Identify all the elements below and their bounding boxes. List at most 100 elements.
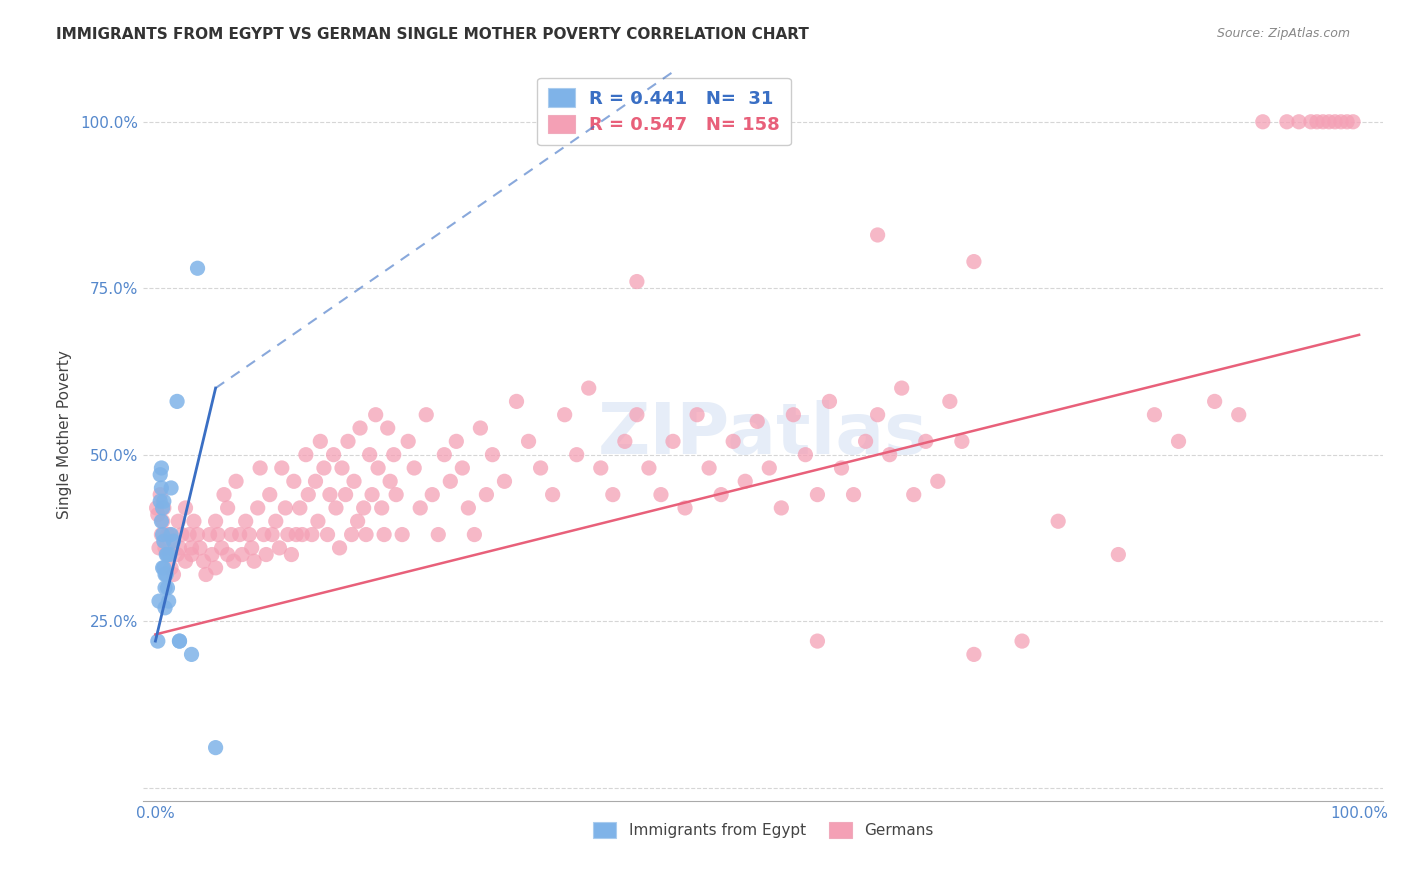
Point [174, 500, 197, 515]
Point [204, 561, 226, 575]
Point [1107, 548, 1129, 562]
Point [963, 648, 986, 662]
Point [1312, 115, 1334, 129]
Point [285, 527, 308, 541]
Point [174, 554, 197, 568]
Point [1330, 115, 1353, 129]
Point [264, 514, 287, 528]
Point [153, 567, 176, 582]
Point [312, 461, 335, 475]
Point [155, 548, 177, 562]
Point [155, 567, 177, 582]
Point [153, 600, 176, 615]
Point [758, 461, 780, 475]
Text: ZIPatlas: ZIPatlas [598, 401, 928, 469]
Point [1227, 408, 1250, 422]
Point [638, 461, 661, 475]
Point [162, 534, 184, 549]
Point [201, 548, 224, 562]
Point [180, 648, 202, 662]
Point [1288, 115, 1310, 129]
Point [169, 634, 191, 648]
Point [427, 527, 450, 541]
Point [169, 634, 191, 648]
Point [866, 227, 889, 242]
Point [602, 488, 624, 502]
Point [396, 434, 419, 449]
Point [288, 500, 311, 515]
Point [329, 541, 352, 555]
Point [721, 434, 744, 449]
Point [806, 488, 828, 502]
Point [1336, 115, 1358, 129]
Point [697, 461, 720, 475]
Point [337, 434, 360, 449]
Point [1204, 394, 1226, 409]
Point [747, 414, 769, 428]
Point [335, 488, 357, 502]
Point [307, 514, 329, 528]
Point [153, 500, 176, 515]
Point [253, 527, 276, 541]
Point [160, 527, 183, 541]
Point [183, 514, 205, 528]
Point [1143, 408, 1166, 422]
Point [156, 548, 179, 562]
Point [359, 448, 381, 462]
Point [1275, 115, 1298, 129]
Point [207, 527, 229, 541]
Point [415, 408, 437, 422]
Point [152, 527, 174, 541]
Point [212, 488, 235, 502]
Point [353, 500, 375, 515]
Point [240, 541, 263, 555]
Point [325, 500, 347, 515]
Point [340, 527, 363, 541]
Point [159, 527, 181, 541]
Point [152, 561, 174, 575]
Point [297, 488, 319, 502]
Point [451, 461, 474, 475]
Point [249, 461, 271, 475]
Point [446, 434, 468, 449]
Point [159, 548, 181, 562]
Point [204, 514, 226, 528]
Point [349, 421, 371, 435]
Point [194, 567, 217, 582]
Point [391, 527, 413, 541]
Point [254, 548, 277, 562]
Point [166, 548, 188, 562]
Point [153, 541, 176, 555]
Point [166, 394, 188, 409]
Point [382, 448, 405, 462]
Point [148, 594, 170, 608]
Point [879, 448, 901, 462]
Point [1047, 514, 1070, 528]
Point [1299, 115, 1322, 129]
Point [150, 514, 173, 528]
Point [319, 488, 342, 502]
Point [470, 421, 492, 435]
Point [162, 567, 184, 582]
Point [662, 434, 685, 449]
Point [367, 461, 389, 475]
Point [238, 527, 260, 541]
Point [481, 448, 503, 462]
Y-axis label: Single Mother Poverty: Single Mother Poverty [58, 351, 72, 519]
Point [890, 381, 912, 395]
Point [157, 594, 180, 608]
Point [578, 381, 600, 395]
Point [193, 554, 215, 568]
Point [150, 481, 173, 495]
Point [179, 527, 201, 541]
Point [354, 527, 377, 541]
Point [346, 514, 368, 528]
Point [270, 461, 292, 475]
Point [343, 475, 366, 489]
Point [433, 448, 456, 462]
Point [377, 421, 399, 435]
Point [842, 488, 865, 502]
Point [269, 541, 291, 555]
Point [378, 475, 401, 489]
Text: IMMIGRANTS FROM EGYPT VS GERMAN SINGLE MOTHER POVERTY CORRELATION CHART: IMMIGRANTS FROM EGYPT VS GERMAN SINGLE M… [56, 27, 808, 42]
